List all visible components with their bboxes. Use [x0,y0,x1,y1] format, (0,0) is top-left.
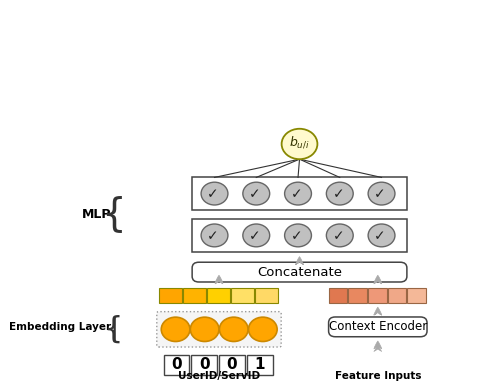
Text: ✓: ✓ [332,229,344,243]
Circle shape [326,224,353,247]
Bar [158,288,182,303]
Text: Concatenate: Concatenate [257,265,342,278]
Circle shape [162,317,190,342]
Circle shape [220,317,248,342]
Text: Context Encoder: Context Encoder [328,320,427,333]
FancyBboxPatch shape [328,317,427,337]
Circle shape [368,182,395,205]
Text: ✓: ✓ [291,229,302,243]
Bar [182,288,206,303]
Text: ✓: ✓ [208,229,219,243]
Text: ✓: ✓ [332,187,344,201]
Bar [219,355,245,375]
Bar [255,288,278,303]
Text: ✓: ✓ [249,187,260,201]
Circle shape [282,129,318,159]
Text: ✓: ✓ [291,187,302,201]
Circle shape [326,182,353,205]
FancyBboxPatch shape [192,262,407,282]
Circle shape [201,224,228,247]
Text: {: { [102,195,126,234]
FancyBboxPatch shape [157,312,281,347]
Bar [192,177,407,210]
Bar [207,288,230,303]
Text: ✓: ✓ [374,187,386,201]
Circle shape [243,182,270,205]
Bar [191,355,217,375]
Bar [388,288,406,303]
Text: 1: 1 [254,357,265,372]
Bar [328,288,347,303]
Bar [246,355,272,375]
Text: {: { [104,315,122,344]
Text: $b_{u/i}$: $b_{u/i}$ [289,134,310,150]
Bar [408,288,426,303]
Circle shape [284,182,312,205]
Text: ✓: ✓ [374,229,386,243]
Text: ✓: ✓ [249,229,260,243]
Bar [348,288,367,303]
Circle shape [368,224,395,247]
Bar [164,355,190,375]
Circle shape [284,224,312,247]
Circle shape [190,317,219,342]
Text: 0: 0 [171,357,182,372]
Text: 0: 0 [226,357,237,372]
Text: UserID/ServID: UserID/ServID [178,371,260,381]
Circle shape [248,317,277,342]
Text: MLP: MLP [82,208,112,221]
Bar [192,219,407,252]
Bar [231,288,254,303]
Text: Feature Inputs: Feature Inputs [334,371,421,381]
Text: ✓: ✓ [208,187,219,201]
Text: Embedding Layer: Embedding Layer [10,322,112,332]
Text: 0: 0 [199,357,209,372]
Circle shape [243,224,270,247]
Circle shape [201,182,228,205]
Bar [368,288,387,303]
